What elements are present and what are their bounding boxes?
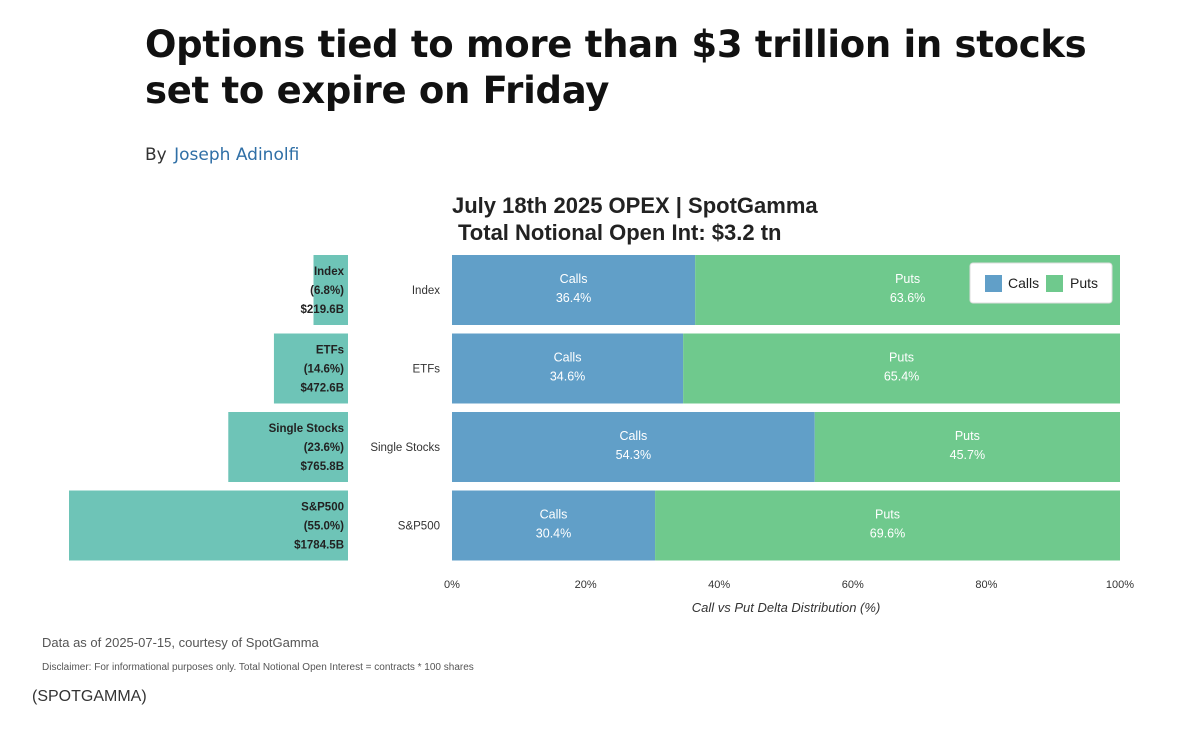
notional-share-single-stocks: (23.6%) [304, 442, 344, 454]
x-tick-label-0: 0% [444, 579, 460, 591]
bar-value-calls-s-p500: 30.4% [536, 527, 571, 541]
bar-puts-single-stocks [814, 412, 1120, 482]
notional-share-s-p500: (55.0%) [304, 521, 344, 533]
author-link[interactable]: Joseph Adinolfi [174, 145, 300, 165]
notional-value-s-p500: $1784.5B [294, 540, 344, 552]
notional-value-single-stocks: $765.8B [301, 461, 344, 473]
legend-label-puts: Puts [1070, 275, 1098, 291]
bar-name-puts-etfs: Puts [889, 351, 914, 365]
x-tick-label-20: 20% [575, 579, 597, 591]
x-axis: 0% 20% 40% 60% 80% 100% [444, 579, 1134, 591]
notional-value-index: $219.6B [301, 304, 344, 316]
bar-name-calls-s-p500: Calls [540, 508, 568, 522]
bar-name-puts-s-p500: Puts [875, 508, 900, 522]
bar-value-puts-single-stocks: 45.7% [950, 448, 985, 462]
category-label-etfs: ETFs [413, 364, 441, 376]
x-axis-label: Call vs Put Delta Distribution (%) [692, 600, 881, 615]
notional-bar-s-p500 [69, 490, 348, 561]
bar-puts-etfs [683, 333, 1120, 404]
bar-value-calls-index: 36.4% [556, 291, 591, 305]
notional-value-etfs: $472.6B [301, 383, 344, 395]
x-tick-label-80: 80% [975, 579, 997, 591]
notional-bars: Index (6.8%) $219.6B ETFs (14.6%) $472.6B Sing… [69, 255, 348, 561]
bar-calls-s-p500 [452, 490, 656, 561]
bar-value-puts-index: 63.6% [890, 291, 925, 305]
chart-disclaimer: Disclaimer: For informational purposes o… [42, 662, 474, 673]
legend-label-calls: Calls [1008, 275, 1039, 291]
bar-name-calls-index: Calls [560, 272, 588, 286]
byline-prefix: By [145, 145, 167, 165]
byline: By Joseph Adinolfi [145, 145, 299, 165]
bar-value-puts-s-p500: 69.6% [870, 527, 905, 541]
bar-calls-index [452, 255, 696, 325]
legend-box [969, 262, 1113, 304]
legend-swatch-puts [1046, 275, 1063, 292]
chart-subtitle: Total Notional Open Int: $3.2 tn [458, 220, 781, 245]
category-label-s-p500: S&P500 [398, 521, 440, 533]
image-credit: (SPOTGAMMA) [32, 688, 147, 705]
bar-value-calls-etfs: 34.6% [550, 370, 585, 384]
x-tick-label-40: 40% [708, 579, 730, 591]
legend-swatch-calls [985, 275, 1002, 292]
bar-name-calls-etfs: Calls [554, 351, 582, 365]
bar-name-puts-index: Puts [895, 272, 920, 286]
bar-name-calls-single-stocks: Calls [619, 429, 647, 443]
bar-name-puts-single-stocks: Puts [955, 429, 980, 443]
notional-bar-index [313, 255, 348, 325]
legend: Calls Puts [969, 262, 1113, 304]
bar-value-calls-single-stocks: 54.3% [616, 448, 651, 462]
x-tick-label-100: 100% [1106, 579, 1134, 591]
notional-bar-single-stocks [228, 412, 348, 482]
notional-category-index: Index [314, 266, 345, 278]
chart-footnote: Data as of 2025-07-15, courtesy of SpotG… [42, 635, 320, 650]
bar-calls-etfs [452, 333, 684, 404]
bar-value-puts-etfs: 65.4% [884, 370, 919, 384]
notional-category-single-stocks: Single Stocks [269, 423, 344, 435]
notional-share-index: (6.8%) [310, 285, 344, 297]
bar-puts-s-p500 [655, 490, 1120, 561]
notional-share-etfs: (14.6%) [304, 364, 344, 376]
bar-calls-single-stocks [452, 412, 815, 482]
notional-bar-etfs [273, 333, 348, 404]
category-label-single-stocks: Single Stocks [370, 442, 440, 454]
chart-title: July 18th 2025 OPEX | SpotGamma [452, 193, 818, 218]
x-tick-label-60: 60% [842, 579, 864, 591]
notional-category-etfs: ETFs [316, 345, 344, 357]
article-headline: Options tied to more than $3 trillion in… [145, 23, 1087, 112]
category-label-index: Index [412, 285, 440, 297]
notional-category-s-p500: S&P500 [301, 502, 344, 514]
category-labels: Index ETFs Single Stocks S&P500 [370, 285, 440, 533]
